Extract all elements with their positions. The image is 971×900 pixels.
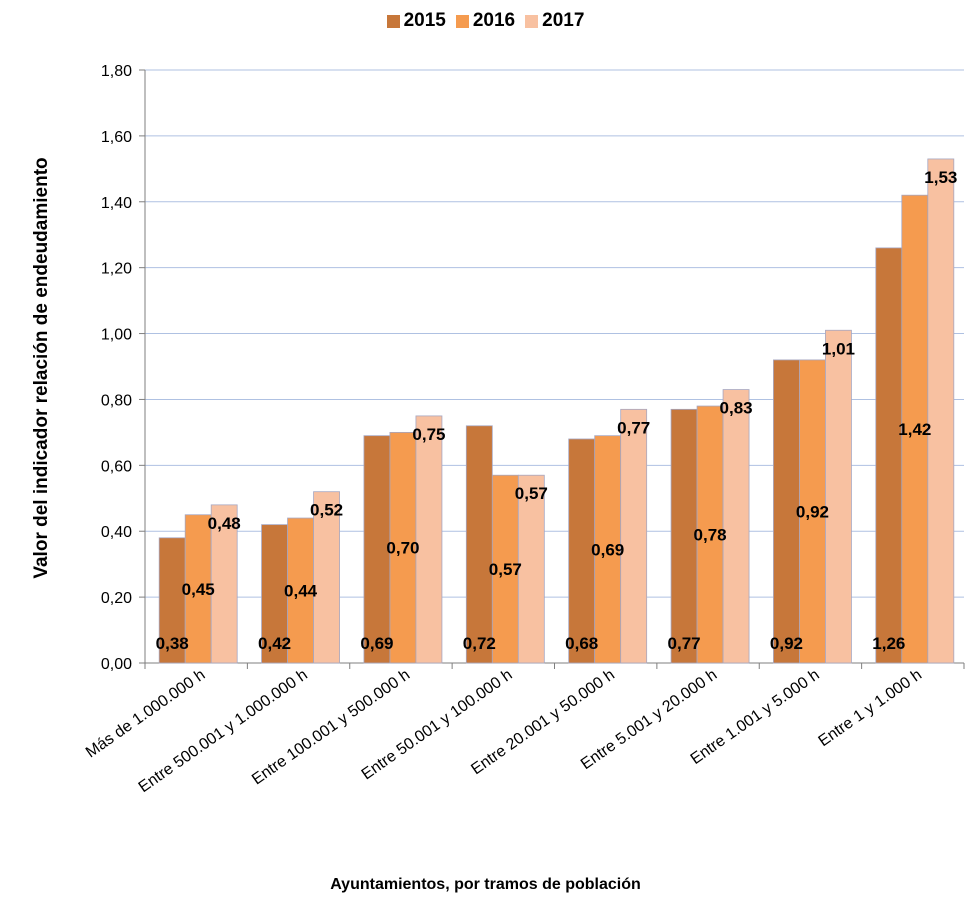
- y-tick-label: 0,40: [101, 524, 132, 541]
- bar-2015: [158, 537, 186, 664]
- bar-2015: [261, 524, 288, 664]
- data-label: 0,44: [284, 582, 318, 601]
- bar-2016: [799, 359, 826, 664]
- bar-2017: [517, 474, 545, 664]
- legend-label-2017: 2017: [542, 10, 585, 31]
- y-tick-label: 1,80: [101, 63, 132, 80]
- legend-swatch-2017: [525, 14, 539, 28]
- y-tick-label: 1,60: [101, 129, 132, 146]
- bar-2016: [901, 194, 929, 664]
- data-label: 0,69: [360, 634, 393, 653]
- bar-2016: [184, 514, 212, 664]
- data-label: 1,26: [872, 634, 905, 653]
- legend: 2015 2016 2017: [0, 10, 971, 32]
- legend-item-2017: 2017: [525, 10, 584, 32]
- legend-label-2016: 2016: [472, 10, 516, 31]
- legend-swatch-2015: [386, 14, 400, 28]
- legend-label-2015: 2015: [403, 10, 446, 31]
- data-label: 0,78: [694, 526, 727, 545]
- data-label: 0,42: [258, 634, 291, 653]
- bar-2017: [825, 329, 852, 664]
- bar-2017: [313, 491, 340, 664]
- data-label: 1,53: [924, 168, 957, 187]
- data-label: 1,42: [898, 420, 931, 439]
- y-tick-label: 0,20: [101, 590, 132, 607]
- y-tick-label: 0,80: [101, 392, 132, 409]
- legend-item-2015: 2015: [386, 10, 446, 32]
- data-label: 0,69: [591, 540, 624, 559]
- category-label: Entre 1 y 1.000 h: [816, 666, 926, 750]
- bar-2017: [927, 158, 955, 664]
- bar-2015: [568, 438, 596, 664]
- bar-2016: [696, 405, 724, 664]
- data-label: 0,72: [463, 634, 496, 653]
- data-label: 0,77: [617, 418, 650, 437]
- bar-2015: [363, 435, 391, 664]
- x-axis-title: Ayuntamientos, por tramos de población: [330, 876, 641, 893]
- data-label: 1,01: [822, 339, 855, 358]
- data-label: 0,45: [182, 580, 215, 599]
- bar-2015: [465, 425, 493, 664]
- legend-item-2016: 2016: [455, 10, 516, 32]
- bar-2016: [491, 474, 519, 664]
- bar-2016: [389, 431, 417, 664]
- bar-2017: [620, 408, 648, 664]
- y-tick-label: 1,20: [101, 261, 132, 278]
- bar-2015: [875, 247, 903, 664]
- bar-2015: [773, 359, 800, 664]
- data-label: 0,68: [565, 634, 598, 653]
- data-label: 0,75: [412, 425, 445, 444]
- y-tick-label: 0,60: [101, 458, 132, 475]
- data-label: 0,48: [208, 514, 241, 533]
- data-label: 0,92: [796, 502, 829, 521]
- data-label: 0,83: [720, 399, 753, 418]
- data-label: 0,38: [156, 634, 189, 653]
- category-label: Entre 500.001 y 1.000.000 h: [136, 666, 311, 796]
- y-tick-label: 0,00: [101, 656, 132, 673]
- data-label: 0,57: [515, 484, 548, 503]
- data-label: 0,57: [489, 560, 522, 579]
- bar-2017: [415, 415, 443, 664]
- data-label: 0,70: [386, 539, 419, 558]
- bar-2015: [670, 408, 698, 664]
- y-tick-label: 1,40: [101, 195, 132, 212]
- bar-2017: [722, 389, 750, 664]
- data-label: 0,92: [770, 634, 803, 653]
- bar-2016: [594, 435, 622, 664]
- data-label: 0,77: [668, 634, 701, 653]
- legend-swatch-2016: [455, 14, 469, 28]
- y-axis-title: Valor del indicador relación de endeudam…: [31, 157, 52, 579]
- bar-2017: [210, 504, 238, 664]
- y-tick-label: 1,00: [101, 327, 132, 344]
- data-label: 0,52: [310, 501, 343, 520]
